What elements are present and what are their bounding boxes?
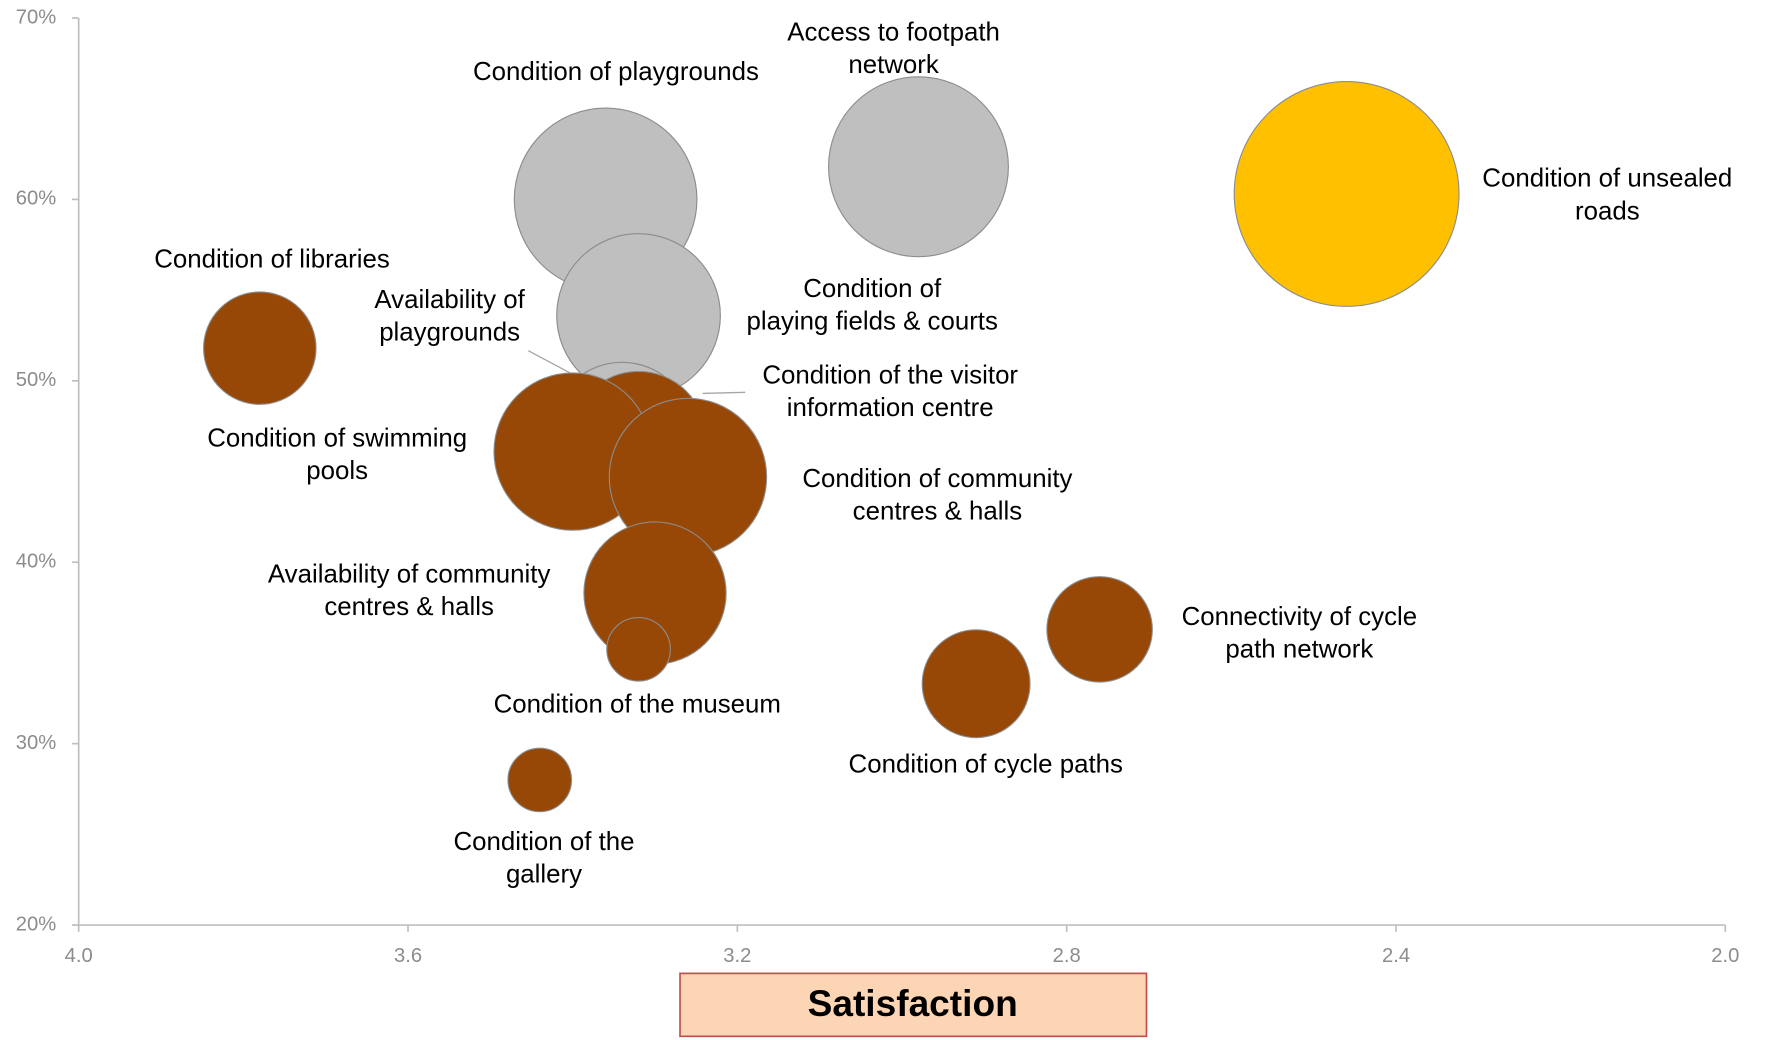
data-label: Connectivity of cycle <box>1182 603 1418 631</box>
data-label: Condition of community <box>802 465 1072 493</box>
data-label: Condition of the <box>453 828 634 856</box>
plot-area: Satisfaction 4.0 3.6 3.2 2.8 2.4 2.0 20% 30% 40%… <box>16 6 1739 1038</box>
x-tick-label: 4.0 <box>65 945 93 967</box>
y-tick-label: 50% <box>16 369 56 391</box>
y-tick-label: 70% <box>16 6 56 28</box>
data-label: playgrounds <box>379 319 520 347</box>
data-label: Condition of <box>803 275 942 303</box>
x-axis-label-box <box>679 972 1148 1038</box>
data-label: Condition of the museum <box>494 691 781 719</box>
x-tick-label: 3.6 <box>394 945 422 967</box>
data-label: gallery <box>506 860 582 888</box>
data-label: Condition of libraries <box>154 246 390 274</box>
data-label: centres & halls <box>324 593 494 621</box>
data-label: playing fields & courts <box>747 307 998 335</box>
data-label: network <box>848 51 939 79</box>
data-label: pools <box>306 457 368 485</box>
data-label: information centre <box>787 394 994 422</box>
data-label: Condition of the visitor <box>762 361 1018 389</box>
data-label: Access to footpath <box>787 19 1000 47</box>
x-tick-label: 2.0 <box>1711 945 1739 967</box>
y-tick-label: 60% <box>16 188 56 210</box>
x-tick-label: 2.4 <box>1382 945 1410 967</box>
x-tick-label: 2.8 <box>1053 945 1081 967</box>
bubble <box>921 629 1031 739</box>
bubble <box>606 616 671 682</box>
data-label: Availability of community <box>268 560 551 588</box>
y-tick-label: 20% <box>16 913 56 935</box>
leader-line <box>702 391 746 395</box>
data-label: Condition of playgrounds <box>473 58 759 86</box>
bubble <box>507 747 573 813</box>
x-tick-label: 3.2 <box>723 945 751 967</box>
bubble <box>1046 576 1153 683</box>
data-label: centres & halls <box>853 497 1023 525</box>
bubble <box>1233 80 1460 307</box>
bubble <box>203 291 317 405</box>
data-label: Condition of cycle paths <box>849 750 1123 778</box>
data-label: roads <box>1575 197 1640 225</box>
x-axis-label: Satisfaction <box>808 982 1018 1024</box>
data-label: Condition of swimming <box>207 424 467 452</box>
data-label: Condition of unsealed <box>1482 165 1732 193</box>
bubble <box>827 76 1009 258</box>
data-label: path network <box>1225 636 1373 664</box>
data-label: Availability of <box>374 286 525 314</box>
y-tick-label: 40% <box>16 551 56 573</box>
y-tick-label: 30% <box>16 732 56 754</box>
